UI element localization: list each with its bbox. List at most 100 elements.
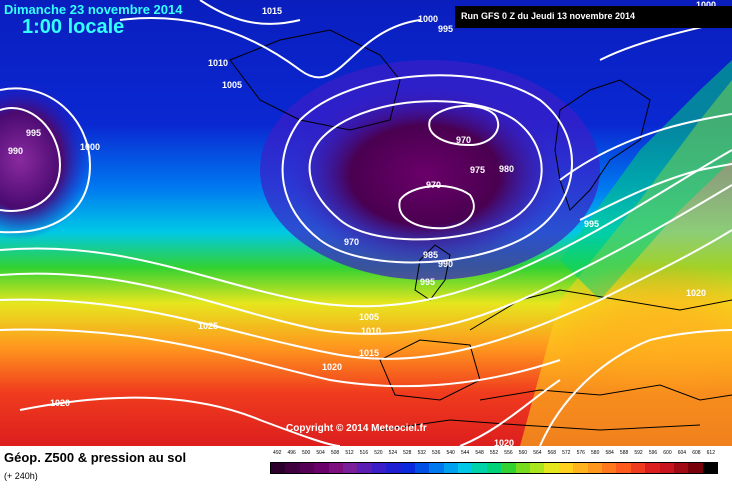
isobar-line (398, 184, 475, 230)
scale-swatch (601, 463, 617, 473)
west-low-core (0, 80, 90, 240)
isobar-label: 1010 (361, 326, 381, 336)
forecast-time: 1:00 locale (22, 16, 125, 38)
isobar-label: 1020 (686, 288, 706, 298)
scale-swatch (688, 463, 703, 473)
scandinavia-coast (554, 79, 651, 211)
greenland-coast (229, 29, 401, 131)
scale-value: 492 (273, 450, 282, 456)
isobar-label: 1020 (50, 398, 70, 408)
isobar-label: 1025 (198, 321, 218, 331)
isobar-line (579, 163, 732, 221)
run-info: Run GFS 0 Z du Jeudi 13 novembre 2014 (461, 11, 636, 21)
colour-scale: 492 496 500 504 508 512 516 520 524 528 532 536 540 5… (270, 450, 718, 484)
scale-value: 596 (648, 450, 658, 456)
scale-value: 508 (330, 450, 340, 456)
isobar-line (459, 379, 561, 446)
scale-value: 504 (316, 450, 325, 456)
scale-value: 544 (460, 450, 470, 456)
forecast-date: Dimanche 23 novembre 2014 (4, 2, 183, 17)
scale-swatch (386, 463, 401, 473)
isobar-line (539, 329, 732, 446)
isobar-line (0, 87, 92, 234)
scale-value: 564 (533, 450, 542, 456)
map-title: Géop. Z500 & pression au sol (4, 450, 187, 465)
scale-swatch (515, 463, 531, 473)
scale-value: 548 (475, 450, 484, 456)
scale-swatch (314, 463, 329, 473)
scale-swatch (501, 463, 516, 473)
scale-swatch (472, 463, 487, 473)
british-isles-coast (414, 244, 451, 301)
scale-value: 580 (591, 450, 600, 456)
scale-value: 528 (403, 450, 412, 456)
scale-value: 556 (504, 450, 513, 456)
scale-swatch (530, 463, 545, 473)
isobar-labels: 1015 1000 995 1000 1010 1005 995 990 100… (8, 0, 716, 446)
scale-value: 560 (518, 450, 528, 456)
isobar-label: 1000 (418, 14, 438, 24)
warm-high-centre (550, 260, 732, 400)
isobar-line (0, 107, 62, 212)
isobar-label: 1010 (208, 58, 228, 68)
scale-swatch (544, 463, 559, 473)
scale-value: 524 (388, 450, 398, 456)
scale-value: 612 (706, 450, 715, 456)
isobar-label: 1015 (359, 348, 379, 358)
scale-swatch (630, 463, 646, 473)
isobar-line (0, 328, 561, 388)
isobar-label: 1005 (222, 80, 242, 90)
north-africa-coast (379, 419, 701, 431)
isobar-label: 970 (344, 237, 359, 247)
isobar-label: 1000 (696, 0, 716, 10)
isobar-label: 970 (456, 135, 471, 145)
isobar-label: 1015 (262, 6, 282, 16)
isobar-label: 980 (499, 164, 514, 174)
scale-swatch (371, 463, 387, 473)
scale-value: 572 (562, 450, 571, 456)
footer: Géop. Z500 & pression au sol (+ 240h) 49… (0, 446, 732, 488)
scale-swatch (400, 463, 415, 473)
scale-value: 592 (634, 450, 643, 456)
scale-value: 584 (605, 450, 614, 456)
scale-labels: 492 496 500 504 508 512 516 520 524 528 532 536 540 5… (270, 450, 718, 462)
scale-swatch (616, 463, 631, 473)
isobar-label: 975 (470, 165, 485, 175)
isobar-line (0, 229, 732, 360)
scale-swatch (328, 463, 343, 473)
isobar-line (559, 113, 732, 181)
isobar-line (119, 17, 421, 79)
eastern-green-band (560, 60, 732, 300)
isobar-line (0, 184, 732, 335)
isobar-line (428, 104, 500, 147)
isobar-label: 1020 (322, 362, 342, 372)
isobar-label: 995 (438, 24, 453, 34)
scale-swatch (429, 463, 444, 473)
isobar-label: 990 (438, 259, 453, 269)
scale-swatch (702, 463, 718, 473)
scale-swatch (673, 463, 689, 473)
scale-value: 600 (663, 450, 672, 456)
scale-value: 576 (576, 450, 585, 456)
isobar-label: 985 (423, 250, 438, 260)
scale-swatch (458, 463, 473, 473)
run-info-box: Run GFS 0 Z du Jeudi 13 novembre 2014 (455, 6, 732, 28)
isobar-label: 970 (426, 180, 441, 190)
isobar-label: 995 (26, 128, 41, 138)
isobar-line (281, 74, 573, 264)
isobar-label: 990 (8, 146, 23, 156)
scale-value: 604 (677, 450, 687, 456)
scale-swatch (443, 463, 459, 473)
scale-value: 540 (446, 450, 455, 456)
isobar-line (0, 149, 732, 308)
copyright-notice: Copyright © 2014 Meteociel.fr (286, 423, 427, 434)
isobar-label: 1020 (494, 438, 514, 446)
forecast-map: 1015 1000 995 1000 1010 1005 995 990 100… (0, 0, 732, 446)
scale-swatch (573, 463, 588, 473)
scale-swatch (587, 463, 602, 473)
scale-value: 500 (301, 450, 311, 456)
isobar-label: 1000 (80, 142, 100, 152)
main-low-core (290, 85, 560, 265)
europe-coast (469, 289, 732, 331)
